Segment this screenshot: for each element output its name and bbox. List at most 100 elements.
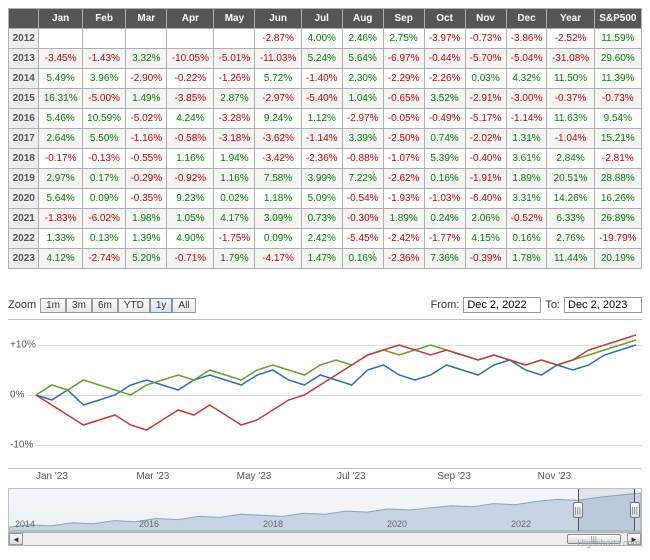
chart-credit: Highcharts.com — [577, 538, 640, 548]
data-cell: 4.24% — [167, 109, 214, 129]
zoom-ytd-button[interactable]: YTD — [118, 298, 150, 313]
data-cell: 2.42% — [301, 229, 342, 249]
col-header: May — [214, 9, 255, 29]
data-cell: -6.97% — [383, 49, 424, 69]
data-cell: 0.02% — [214, 189, 255, 209]
main-chart: +10%0%-10% — [8, 319, 642, 469]
nav-handle-right[interactable]: ||| — [630, 502, 640, 518]
data-cell: -2.50% — [383, 129, 424, 149]
data-cell: 2.64% — [39, 129, 82, 149]
data-cell: 3.99% — [301, 169, 342, 189]
data-cell: 3.39% — [342, 129, 383, 149]
data-cell: -0.73% — [594, 89, 641, 109]
data-cell: -0.55% — [126, 149, 167, 169]
data-cell: 1.04% — [342, 89, 383, 109]
nav-handle-left[interactable]: ||| — [573, 502, 583, 518]
data-cell: -3.18% — [214, 129, 255, 149]
data-cell: -3.62% — [255, 129, 301, 149]
data-cell: -2.87% — [255, 29, 301, 49]
data-cell: 0.74% — [424, 129, 465, 149]
scroll-track[interactable]: ||| — [23, 533, 627, 545]
data-cell: -5.01% — [214, 49, 255, 69]
data-cell — [82, 29, 125, 49]
row-year: 2020 — [9, 189, 39, 209]
data-cell: 2.30% — [342, 69, 383, 89]
data-cell: 1.89% — [383, 209, 424, 229]
zoom-1m-button[interactable]: 1m — [40, 298, 66, 313]
data-cell: 20.19% — [594, 249, 641, 269]
data-cell: 11.63% — [547, 109, 594, 129]
nav-x-label: 2020 — [387, 519, 511, 529]
data-cell: -4.17% — [255, 249, 301, 269]
data-cell: -2.26% — [424, 69, 465, 89]
col-header: Sep — [383, 9, 424, 29]
data-cell: -1.26% — [214, 69, 255, 89]
data-cell: -1.14% — [301, 129, 342, 149]
data-cell: 4.00% — [301, 29, 342, 49]
navigator[interactable]: 20142016201820202022 ||| ||| — [8, 488, 642, 532]
data-cell: -10.05% — [167, 49, 214, 69]
data-cell: 0.16% — [342, 249, 383, 269]
data-cell: -0.58% — [167, 129, 214, 149]
data-cell: -2.81% — [594, 149, 641, 169]
chart-toolbar: Zoom 1m3m6mYTD1yAll From: To: — [8, 297, 642, 313]
y-axis-label: 0% — [8, 390, 26, 401]
data-cell: -0.29% — [126, 169, 167, 189]
table-row: 20221.33%0.13%1.39%4.90%-1.75%0.09%2.42%… — [9, 229, 642, 249]
data-cell: 1.16% — [214, 169, 255, 189]
scrollbar[interactable]: ◄ ||| ► — [8, 532, 642, 546]
data-cell: 3.96% — [82, 69, 125, 89]
data-cell: -5.70% — [465, 49, 506, 69]
zoom-1y-button[interactable]: 1y — [150, 298, 173, 313]
data-cell: -19.79% — [594, 229, 641, 249]
data-cell: -3.86% — [506, 29, 547, 49]
table-row: 2021-1.83%-6.02%1.98%1.05%4.17%3.09%0.73… — [9, 209, 642, 229]
data-cell: -1.14% — [506, 109, 547, 129]
data-cell: -5.40% — [301, 89, 342, 109]
data-cell: -3.00% — [506, 89, 547, 109]
data-cell: 5.39% — [424, 149, 465, 169]
data-cell: 1.31% — [506, 129, 547, 149]
to-label: To: — [545, 299, 560, 311]
data-cell: 11.39% — [594, 69, 641, 89]
from-date-input[interactable] — [463, 297, 541, 313]
data-cell: -6.02% — [82, 209, 125, 229]
zoom-3m-button[interactable]: 3m — [66, 298, 92, 313]
data-cell: -1.43% — [82, 49, 125, 69]
data-cell: -0.17% — [39, 149, 82, 169]
data-cell: 2.76% — [547, 229, 594, 249]
y-axis-label: -10% — [8, 440, 35, 451]
nav-window[interactable]: ||| ||| — [578, 489, 635, 531]
row-year: 2016 — [9, 109, 39, 129]
data-cell: 1.16% — [167, 149, 214, 169]
data-cell: -0.49% — [424, 109, 465, 129]
data-cell: -3.42% — [255, 149, 301, 169]
row-year: 2014 — [9, 69, 39, 89]
data-cell: -0.40% — [465, 149, 506, 169]
x-axis-labels: Jan '23Mar '23May '23Jul '23Sep '23Nov '… — [8, 469, 642, 482]
data-cell: -0.73% — [465, 29, 506, 49]
table-row: 20165.46%10.59%-5.02%4.24%-3.28%9.24%1.1… — [9, 109, 642, 129]
data-cell: 15.21% — [594, 129, 641, 149]
x-axis-label: May '23 — [237, 471, 337, 482]
data-cell: -2.91% — [465, 89, 506, 109]
data-cell: 0.09% — [255, 229, 301, 249]
data-cell: 14.26% — [547, 189, 594, 209]
data-cell: -2.02% — [465, 129, 506, 149]
table-row: 20234.12%-2.74%5.20%-0.71%1.79%-4.17%1.4… — [9, 249, 642, 269]
row-year: 2013 — [9, 49, 39, 69]
scroll-left-button[interactable]: ◄ — [9, 533, 23, 545]
data-cell: -0.35% — [126, 189, 167, 209]
row-year: 2015 — [9, 89, 39, 109]
row-year: 2018 — [9, 149, 39, 169]
nav-x-label: 2014 — [15, 519, 139, 529]
to-date-input[interactable] — [564, 297, 642, 313]
data-cell: 29.60% — [594, 49, 641, 69]
zoom-all-button[interactable]: All — [172, 298, 195, 313]
data-cell: -0.92% — [167, 169, 214, 189]
from-label: From: — [431, 299, 460, 311]
data-cell: -3.28% — [214, 109, 255, 129]
chart-area: Zoom 1m3m6mYTD1yAll From: To: +10%0%-10%… — [8, 297, 642, 546]
zoom-6m-button[interactable]: 6m — [92, 298, 118, 313]
data-cell: -31.08% — [547, 49, 594, 69]
